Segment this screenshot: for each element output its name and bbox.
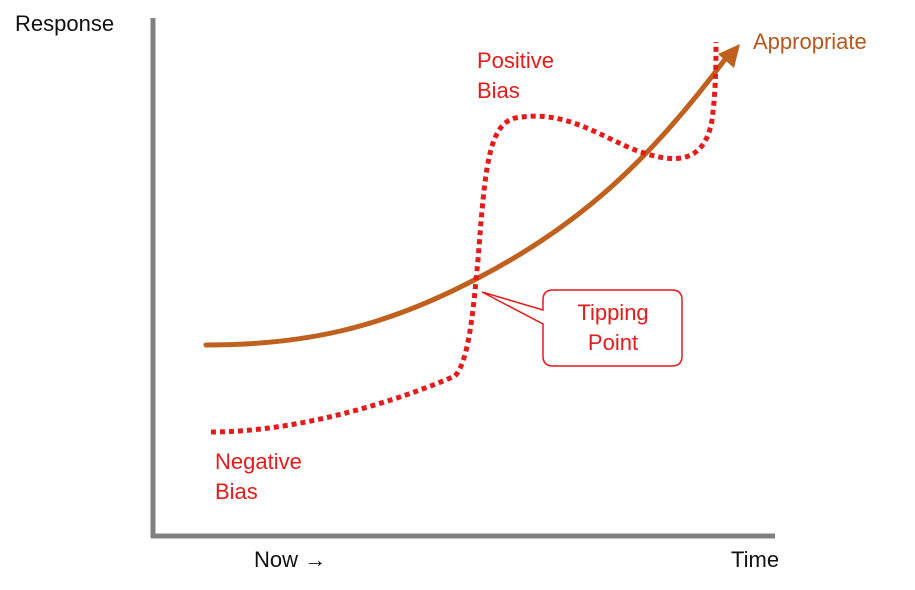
y-axis-label: Response xyxy=(15,11,115,36)
x-axis-time-label: Time xyxy=(731,547,780,572)
negative-bias-line2: Bias xyxy=(215,479,258,504)
tipping-point-callout xyxy=(481,289,683,367)
negative-bias-label: Negative Bias xyxy=(215,447,302,507)
now-text: Now xyxy=(254,547,299,572)
right-arrow-icon: → xyxy=(304,547,327,572)
x-axis-now-label: Now → xyxy=(254,545,326,575)
positive-bias-line2: Bias xyxy=(477,78,520,103)
negative-bias-line1: Negative xyxy=(215,449,302,474)
appropriate-label: Appropriate xyxy=(753,29,867,54)
bias-curve xyxy=(210,41,719,435)
positive-bias-label: Positive Bias xyxy=(477,46,554,106)
tipping-point-line2: Point xyxy=(587,330,639,355)
tipping-point-line1: Tipping xyxy=(577,300,649,325)
appropriate-arrowhead xyxy=(718,44,740,68)
positive-bias-line1: Positive xyxy=(477,48,555,73)
tipping-point-label: Tipping Point xyxy=(544,298,682,358)
